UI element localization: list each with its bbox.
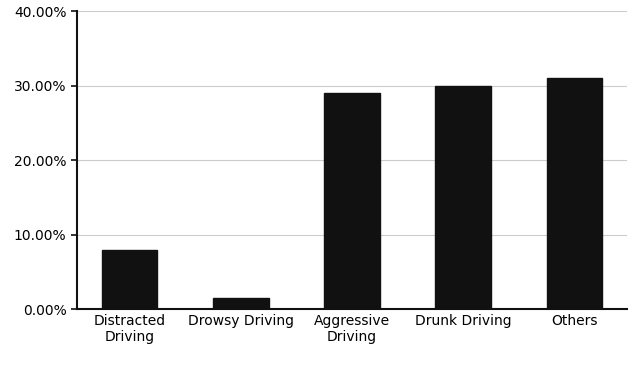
Bar xyxy=(102,250,157,309)
Bar xyxy=(547,78,602,309)
Bar xyxy=(435,86,491,309)
Bar xyxy=(324,93,380,309)
Bar xyxy=(213,298,269,309)
